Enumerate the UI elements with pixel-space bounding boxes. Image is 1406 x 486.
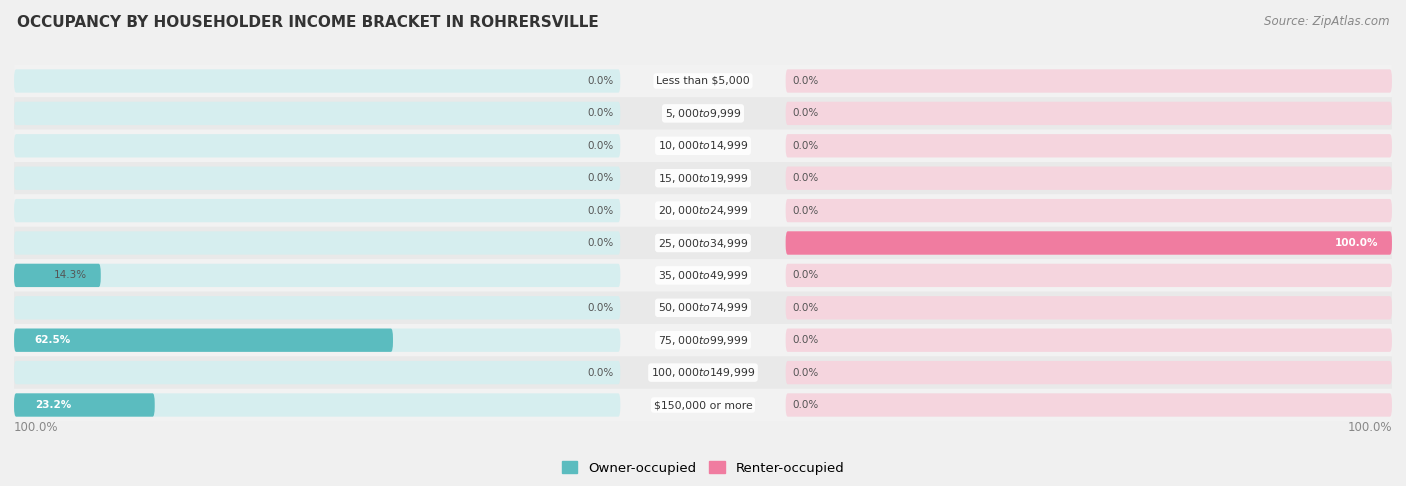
Text: 100.0%: 100.0% bbox=[1334, 238, 1378, 248]
FancyBboxPatch shape bbox=[14, 389, 1392, 421]
Text: 100.0%: 100.0% bbox=[14, 420, 59, 434]
FancyBboxPatch shape bbox=[14, 102, 620, 125]
Text: 0.0%: 0.0% bbox=[793, 206, 818, 216]
Text: 0.0%: 0.0% bbox=[588, 76, 613, 86]
FancyBboxPatch shape bbox=[14, 361, 620, 384]
FancyBboxPatch shape bbox=[14, 130, 1392, 162]
Text: $50,000 to $74,999: $50,000 to $74,999 bbox=[658, 301, 748, 314]
Text: 62.5%: 62.5% bbox=[35, 335, 70, 345]
Text: 0.0%: 0.0% bbox=[588, 367, 613, 378]
Text: 0.0%: 0.0% bbox=[793, 303, 818, 313]
Text: $15,000 to $19,999: $15,000 to $19,999 bbox=[658, 172, 748, 185]
FancyBboxPatch shape bbox=[786, 231, 1392, 255]
FancyBboxPatch shape bbox=[786, 69, 1392, 93]
Text: 0.0%: 0.0% bbox=[793, 367, 818, 378]
Text: OCCUPANCY BY HOUSEHOLDER INCOME BRACKET IN ROHRERSVILLE: OCCUPANCY BY HOUSEHOLDER INCOME BRACKET … bbox=[17, 15, 599, 30]
Legend: Owner-occupied, Renter-occupied: Owner-occupied, Renter-occupied bbox=[557, 456, 849, 480]
FancyBboxPatch shape bbox=[14, 393, 620, 417]
Text: 0.0%: 0.0% bbox=[793, 108, 818, 119]
FancyBboxPatch shape bbox=[14, 296, 620, 319]
Text: 100.0%: 100.0% bbox=[1347, 420, 1392, 434]
Text: $75,000 to $99,999: $75,000 to $99,999 bbox=[658, 334, 748, 347]
Text: $25,000 to $34,999: $25,000 to $34,999 bbox=[658, 237, 748, 249]
Text: $5,000 to $9,999: $5,000 to $9,999 bbox=[665, 107, 741, 120]
FancyBboxPatch shape bbox=[14, 194, 1392, 227]
FancyBboxPatch shape bbox=[14, 324, 1392, 356]
FancyBboxPatch shape bbox=[14, 356, 1392, 389]
FancyBboxPatch shape bbox=[14, 167, 620, 190]
Text: $20,000 to $24,999: $20,000 to $24,999 bbox=[658, 204, 748, 217]
Text: 14.3%: 14.3% bbox=[53, 270, 87, 280]
FancyBboxPatch shape bbox=[786, 296, 1392, 319]
FancyBboxPatch shape bbox=[14, 329, 392, 352]
Text: $150,000 or more: $150,000 or more bbox=[654, 400, 752, 410]
FancyBboxPatch shape bbox=[786, 231, 1392, 255]
Text: 0.0%: 0.0% bbox=[588, 238, 613, 248]
FancyBboxPatch shape bbox=[14, 97, 1392, 130]
FancyBboxPatch shape bbox=[786, 199, 1392, 222]
Text: 0.0%: 0.0% bbox=[793, 173, 818, 183]
FancyBboxPatch shape bbox=[786, 134, 1392, 157]
Text: $100,000 to $149,999: $100,000 to $149,999 bbox=[651, 366, 755, 379]
FancyBboxPatch shape bbox=[14, 199, 620, 222]
FancyBboxPatch shape bbox=[14, 69, 620, 93]
Text: Less than $5,000: Less than $5,000 bbox=[657, 76, 749, 86]
FancyBboxPatch shape bbox=[786, 329, 1392, 352]
FancyBboxPatch shape bbox=[14, 329, 620, 352]
FancyBboxPatch shape bbox=[786, 102, 1392, 125]
FancyBboxPatch shape bbox=[786, 167, 1392, 190]
FancyBboxPatch shape bbox=[786, 393, 1392, 417]
FancyBboxPatch shape bbox=[14, 259, 1392, 292]
Text: $10,000 to $14,999: $10,000 to $14,999 bbox=[658, 139, 748, 152]
Text: 0.0%: 0.0% bbox=[588, 141, 613, 151]
Text: 0.0%: 0.0% bbox=[793, 335, 818, 345]
FancyBboxPatch shape bbox=[14, 227, 1392, 259]
Text: Source: ZipAtlas.com: Source: ZipAtlas.com bbox=[1264, 15, 1389, 28]
FancyBboxPatch shape bbox=[14, 134, 620, 157]
Text: 0.0%: 0.0% bbox=[793, 270, 818, 280]
FancyBboxPatch shape bbox=[14, 231, 620, 255]
FancyBboxPatch shape bbox=[14, 264, 101, 287]
Text: 0.0%: 0.0% bbox=[588, 303, 613, 313]
Text: 0.0%: 0.0% bbox=[793, 400, 818, 410]
FancyBboxPatch shape bbox=[14, 162, 1392, 194]
Text: 0.0%: 0.0% bbox=[793, 76, 818, 86]
Text: 0.0%: 0.0% bbox=[588, 173, 613, 183]
FancyBboxPatch shape bbox=[14, 65, 1392, 97]
Text: 0.0%: 0.0% bbox=[588, 108, 613, 119]
FancyBboxPatch shape bbox=[14, 264, 620, 287]
FancyBboxPatch shape bbox=[14, 393, 155, 417]
Text: 23.2%: 23.2% bbox=[35, 400, 70, 410]
Text: 0.0%: 0.0% bbox=[588, 206, 613, 216]
Text: 0.0%: 0.0% bbox=[793, 141, 818, 151]
Text: $35,000 to $49,999: $35,000 to $49,999 bbox=[658, 269, 748, 282]
FancyBboxPatch shape bbox=[786, 361, 1392, 384]
FancyBboxPatch shape bbox=[14, 292, 1392, 324]
FancyBboxPatch shape bbox=[786, 264, 1392, 287]
